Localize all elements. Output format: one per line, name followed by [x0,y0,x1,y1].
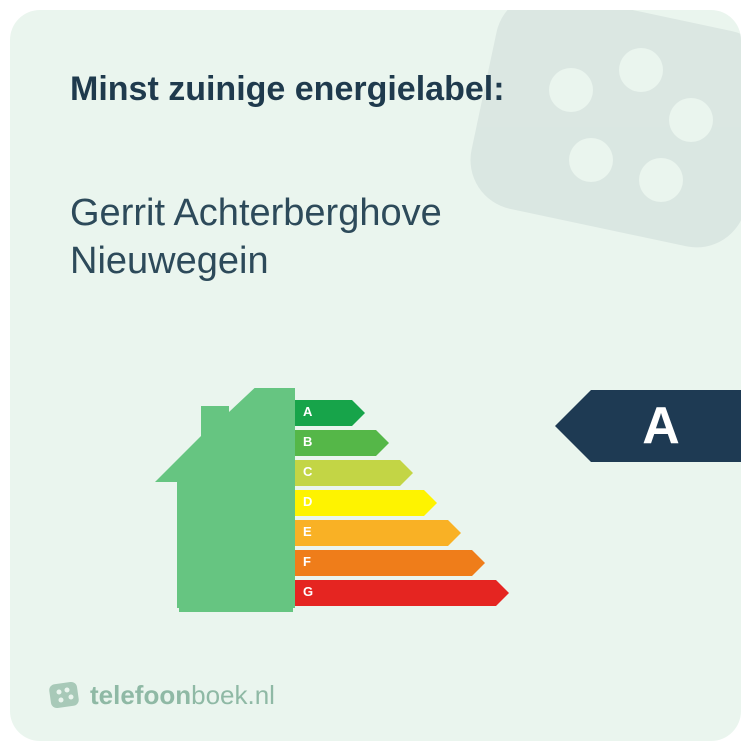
footer-brand: telefoonboek.nl [90,680,275,711]
card-title: Minst zuinige energielabel: [70,70,505,109]
bar-g [295,580,509,606]
bar-letter-b: B [303,434,312,449]
bar-letter-g: G [303,584,313,599]
footer-brand-tld: .nl [248,680,275,710]
footer-brand-bold: telefoon [90,680,191,710]
background-dial-icon [441,10,741,310]
bar-letter-c: C [303,464,312,479]
result-letter: A [642,396,680,456]
bar-letter-a: A [303,404,312,419]
bar-c [295,460,413,486]
footer-logo-icon [48,679,80,711]
bar-letter-f: F [303,554,311,569]
result-arrow-icon [555,390,591,462]
address-block: Gerrit Achterberghove Nieuwegein [70,190,442,285]
bar-e [295,520,461,546]
bar-letter-d: D [303,494,312,509]
bar-d [295,490,437,516]
address-line-1: Gerrit Achterberghove [70,190,442,238]
house-icon [155,388,295,608]
result-body: A [591,390,741,462]
bar-letter-e: E [303,524,312,539]
bar-f [295,550,485,576]
footer: telefoonboek.nl [48,679,275,711]
energy-label-card: Minst zuinige energielabel: Gerrit Achte… [10,10,741,741]
footer-brand-thin: boek [191,680,247,710]
result-badge: A [555,390,741,462]
address-line-2: Nieuwegein [70,238,442,286]
